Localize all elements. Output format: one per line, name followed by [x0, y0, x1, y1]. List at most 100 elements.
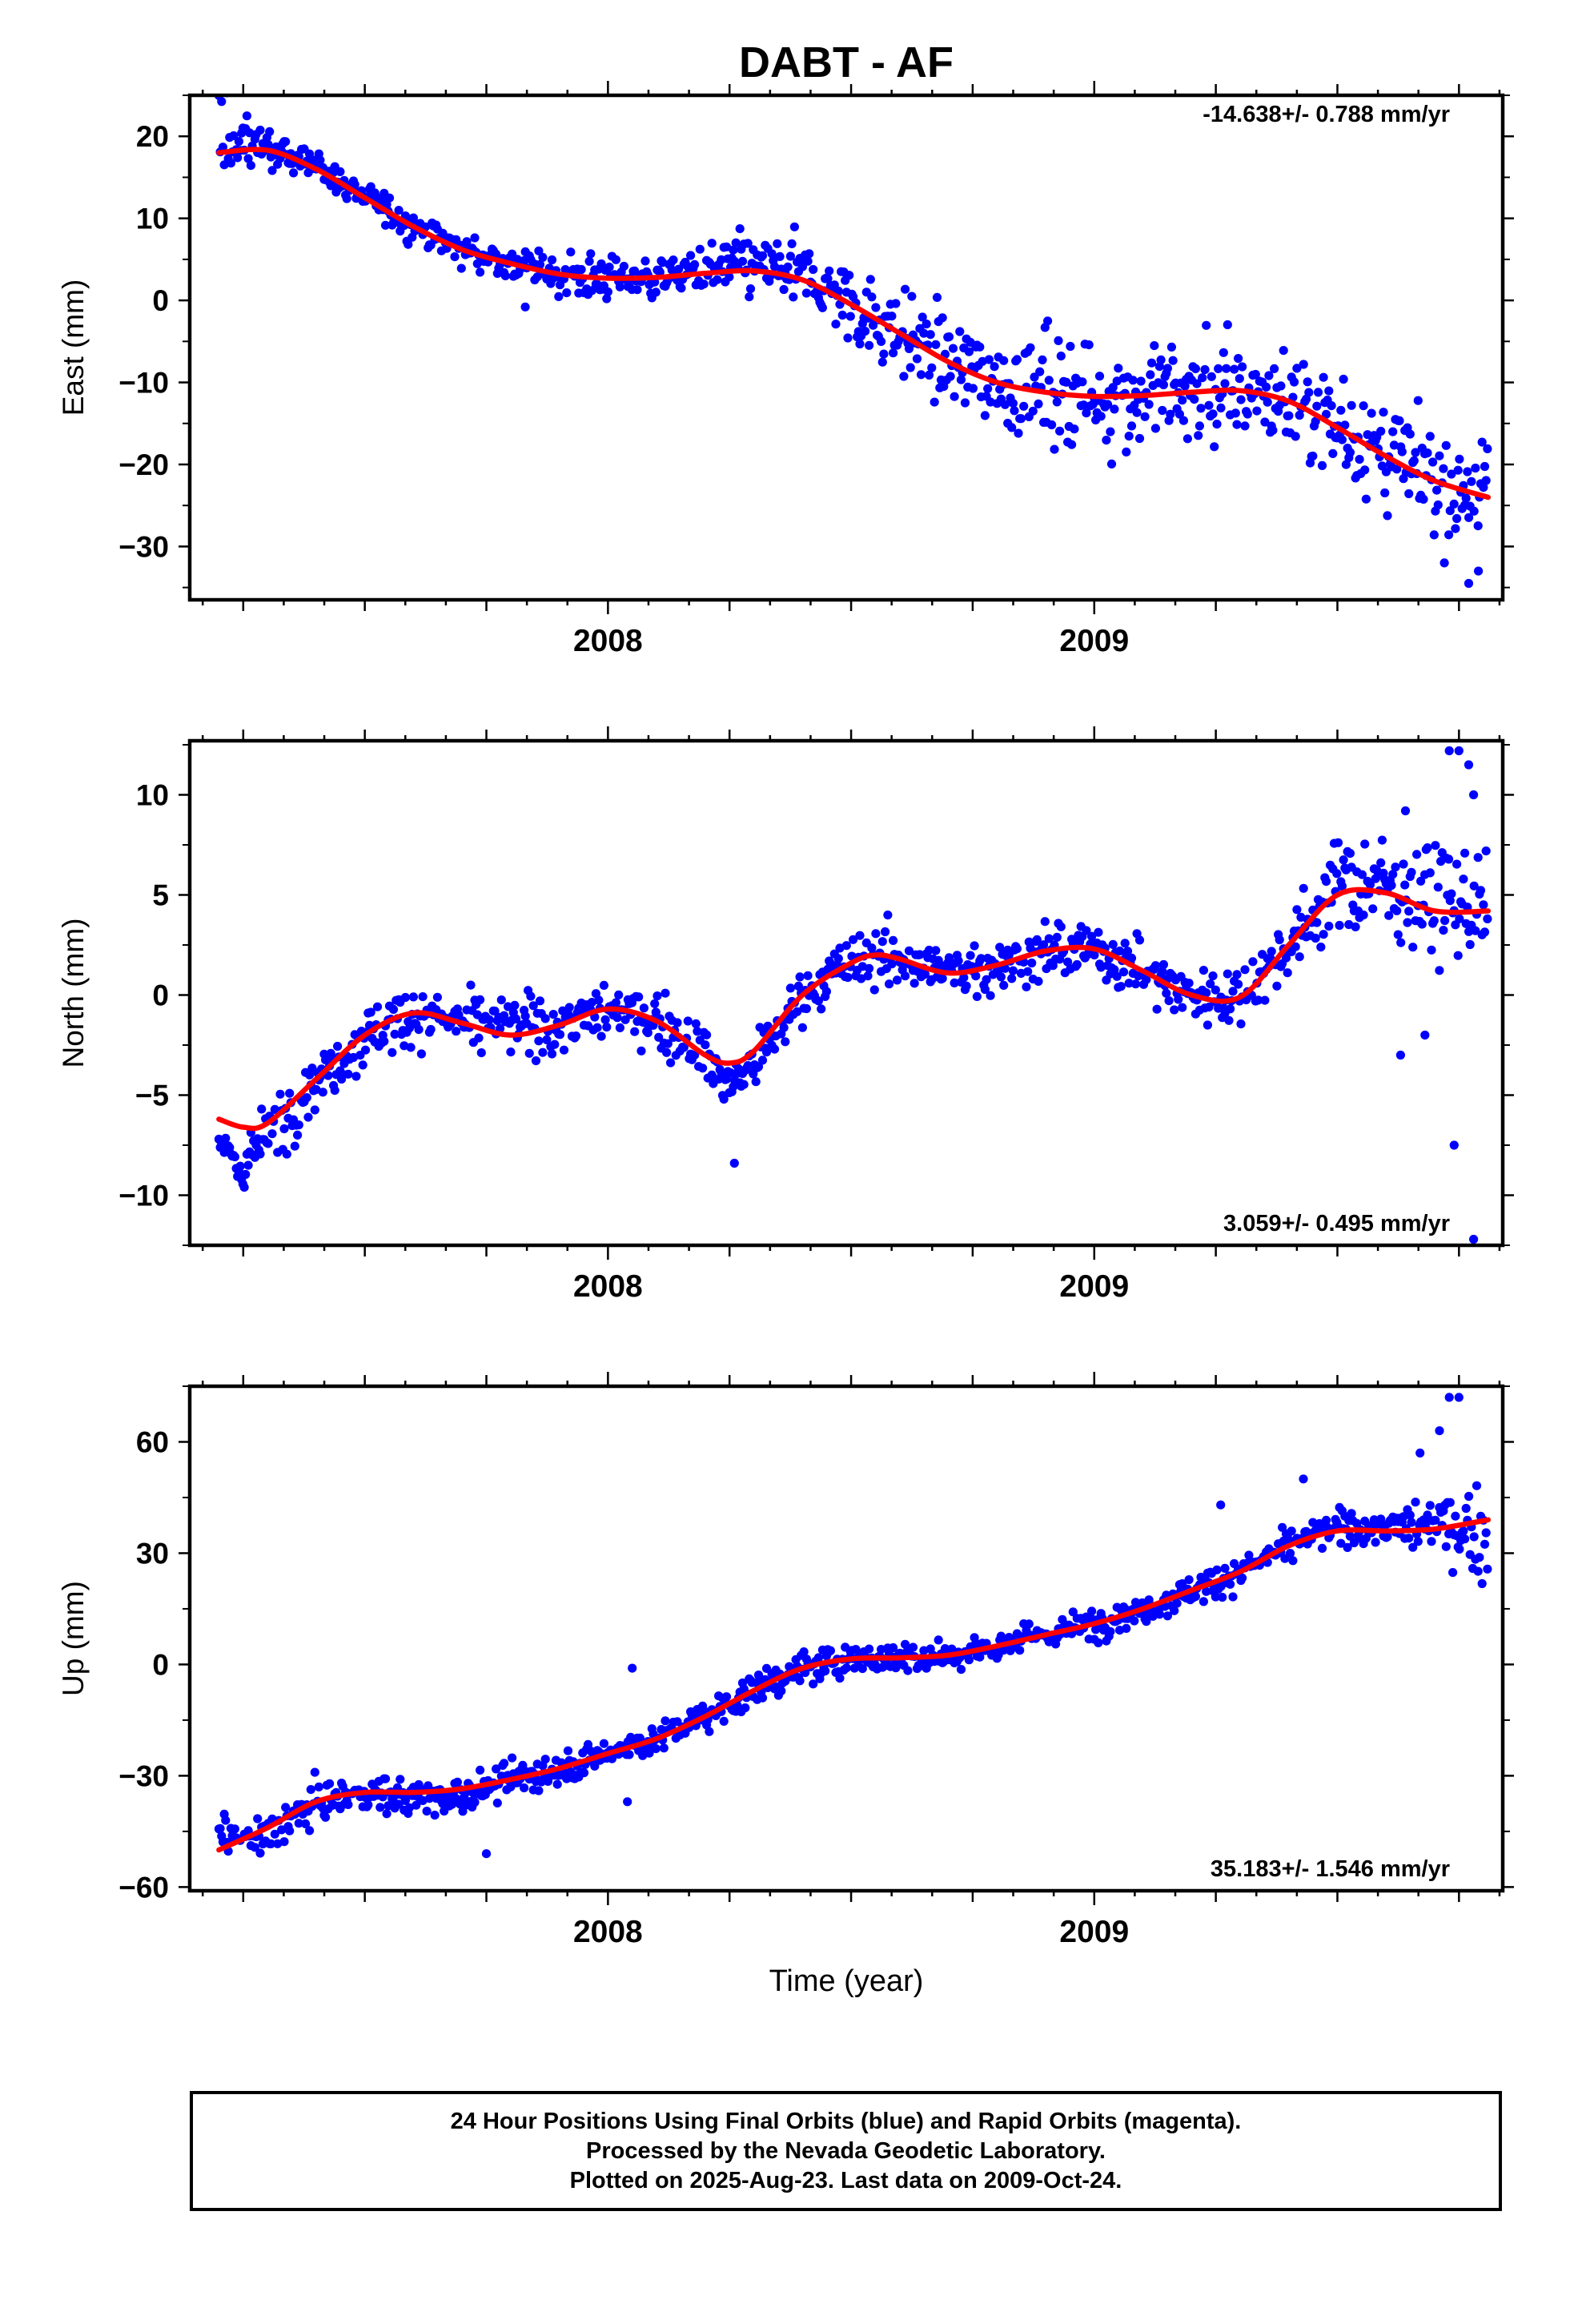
data-point [845, 312, 855, 321]
data-point [721, 1692, 732, 1702]
data-point [1464, 1491, 1474, 1502]
data-point [333, 1041, 343, 1051]
data-point [1313, 388, 1323, 397]
data-point [903, 1666, 913, 1675]
panel-up: 60 30 0 −30 −60 2008 2009 Up (mm) 35.183+/- 1.54… [57, 1372, 1514, 1949]
data-point [1469, 1532, 1479, 1542]
data-point [358, 1060, 367, 1070]
velocity-annotation: 3.059+/- 0.495 mm/yr [1223, 1211, 1450, 1236]
data-point [1449, 499, 1459, 509]
data-point [1234, 979, 1243, 989]
data-point [1226, 1004, 1235, 1014]
data-point [1214, 364, 1223, 373]
data-point [1199, 1597, 1208, 1606]
data-point [315, 155, 325, 165]
data-point [1469, 881, 1479, 891]
data-point [550, 1039, 560, 1049]
data-point [351, 1072, 361, 1081]
data-point [950, 978, 959, 987]
data-point [1024, 1619, 1034, 1629]
plot-frame [187, 738, 1505, 1248]
data-point [919, 328, 929, 338]
data-point [504, 1002, 513, 1011]
data-point [1035, 367, 1045, 376]
data-point [831, 320, 841, 329]
data-point [652, 991, 662, 1001]
data-point [538, 252, 548, 262]
data-point [418, 992, 428, 1002]
data-point [343, 1799, 353, 1809]
data-point [841, 941, 851, 951]
data-point [343, 1069, 353, 1079]
data-point [1063, 957, 1073, 967]
data-point [1156, 355, 1166, 364]
data-point [1480, 1539, 1490, 1549]
plot-area [214, 746, 1492, 1244]
data-point [372, 1002, 383, 1011]
data-point [1397, 447, 1407, 456]
data-point [1240, 965, 1250, 975]
data-point [1056, 352, 1066, 361]
data-point [592, 1023, 602, 1032]
data-point [801, 288, 812, 298]
data-point [282, 1149, 291, 1159]
data-point [534, 1036, 544, 1046]
data-point [855, 339, 865, 349]
data-point [1405, 429, 1415, 439]
y-tick-label: 30 [136, 1537, 169, 1570]
data-point [863, 971, 873, 981]
data-point [506, 1047, 516, 1057]
data-point [1429, 916, 1439, 926]
data-point [221, 65, 230, 74]
data-point [1427, 945, 1436, 955]
fit-curve [216, 1517, 1492, 1853]
data-point [1420, 1030, 1430, 1040]
data-point [1236, 1019, 1246, 1029]
data-point [871, 303, 881, 312]
data-point [266, 152, 275, 162]
data-point [1469, 1234, 1479, 1244]
data-point [301, 1819, 311, 1828]
data-point [1094, 927, 1103, 937]
footer-line-processor: Processed by the Nevada Geodetic Laborat… [586, 2137, 1106, 2164]
data-point [1230, 364, 1239, 374]
data-point [1182, 434, 1192, 444]
data-point [1026, 343, 1035, 352]
data-point [976, 954, 986, 963]
data-point [636, 1046, 646, 1055]
data-point [825, 266, 834, 275]
data-point [1263, 397, 1272, 407]
data-point [1347, 1509, 1356, 1518]
data-point [512, 1014, 521, 1023]
data-point [1405, 1510, 1415, 1520]
data-point [1483, 914, 1492, 923]
data-point [707, 1070, 717, 1080]
data-point [1252, 406, 1262, 416]
data-point [305, 1070, 315, 1080]
data-point [1122, 947, 1133, 956]
data-point [761, 1047, 772, 1057]
data-point [1395, 1050, 1405, 1060]
data-point [907, 292, 917, 301]
data-point [686, 251, 696, 260]
data-point [270, 1829, 279, 1839]
data-point [380, 220, 391, 230]
data-point [1130, 1616, 1139, 1626]
data-point [279, 1837, 289, 1847]
data-point [318, 1088, 327, 1097]
data-point [690, 259, 700, 269]
data-point [239, 1183, 249, 1192]
data-point [306, 1785, 315, 1795]
data-point [305, 1826, 315, 1835]
data-point [869, 985, 879, 995]
data-point [1292, 364, 1302, 373]
data-point [1299, 883, 1308, 893]
data-point [662, 1047, 672, 1057]
data-point [1192, 379, 1202, 388]
data-point [707, 239, 717, 248]
y-tick-label: 0 [152, 1648, 169, 1681]
y-tick-label: −30 [118, 530, 169, 563]
data-point [1447, 469, 1456, 479]
data-point [422, 1807, 432, 1816]
data-point [1452, 513, 1462, 524]
